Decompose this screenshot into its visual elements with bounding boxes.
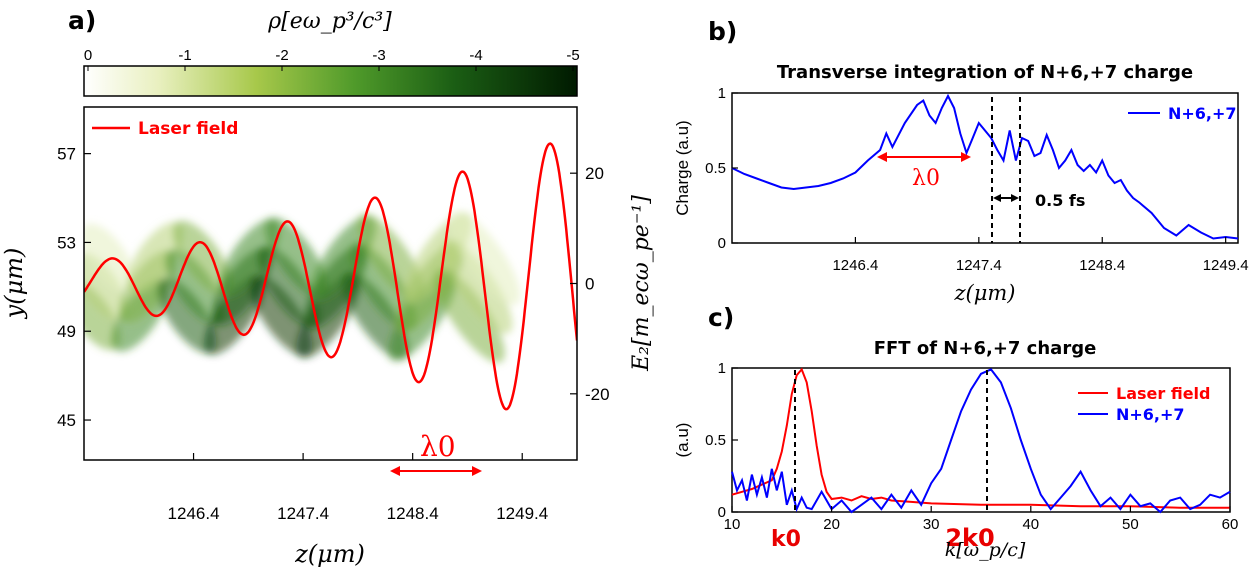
density-stripe bbox=[126, 222, 184, 294]
a-ytick-label: 45 bbox=[57, 411, 76, 430]
density-stripe bbox=[434, 268, 505, 363]
panel-b-axes: 1246.4 1247.4 1248.4 1249.4 0 0.5 1 bbox=[705, 85, 1248, 274]
colorbar-tick-label: -5 bbox=[566, 47, 579, 64]
laser-legend-label-c: Laser field bbox=[1116, 384, 1210, 403]
a-ytick-label: 57 bbox=[57, 145, 76, 164]
colorbar-tick-label: -2 bbox=[275, 47, 288, 64]
c-ytick-label: 0 bbox=[718, 504, 726, 521]
b-xtick-label: 1249.4 bbox=[1203, 257, 1249, 274]
density-stripe bbox=[441, 239, 513, 334]
lambda-arrow-a-right bbox=[472, 466, 482, 476]
c-xtick-label: 50 bbox=[1122, 516, 1139, 533]
colorbar-tick-label: 0 bbox=[84, 47, 92, 64]
laser-field-line bbox=[84, 142, 577, 411]
charge-legend-label-c: N+6,+7 bbox=[1116, 405, 1185, 424]
density-stripe bbox=[173, 220, 232, 296]
panel-c-ylabel: (a.u) bbox=[673, 423, 692, 458]
density-stripe bbox=[265, 217, 328, 299]
b-xtick-label: 1248.4 bbox=[1079, 257, 1125, 274]
lambda-label-b: λ0 bbox=[912, 166, 940, 191]
a-xtick-label: 1247.4 bbox=[277, 504, 329, 523]
c-xtick-label: 60 bbox=[1222, 516, 1239, 533]
a-xtick-label: 1249.4 bbox=[496, 504, 548, 523]
a-ytick-label: 49 bbox=[57, 322, 76, 341]
panel-c-xlabel: k[ω_p/c] bbox=[945, 539, 1026, 561]
lambda-arrow-a-left bbox=[390, 466, 400, 476]
charge-legend-label-b: N+6,+7 bbox=[1168, 104, 1237, 123]
panel-a-label: a) bbox=[68, 6, 96, 35]
fs-arrow-left bbox=[993, 194, 1001, 202]
panel-a-xlabel: z(μm) bbox=[294, 540, 365, 568]
density-stripe bbox=[84, 223, 136, 293]
b-charge-line bbox=[731, 93, 1239, 240]
density-stripe bbox=[249, 275, 313, 357]
k0-label: k0 bbox=[771, 527, 801, 552]
panel-b-ylabel: Charge (a.u) bbox=[673, 120, 692, 215]
b-ytick-label: 0.5 bbox=[705, 160, 726, 177]
colorbar-tick-label: -4 bbox=[469, 47, 482, 64]
c-ytick-label: 1 bbox=[718, 360, 726, 377]
b-ytick-label: 1 bbox=[718, 85, 726, 102]
a-xtick-label: 1246.4 bbox=[168, 504, 220, 523]
c-xtick-label: 30 bbox=[923, 516, 940, 533]
lambda-arrow-b-right bbox=[961, 152, 971, 162]
a-ytick-label: 53 bbox=[57, 233, 76, 252]
density-stripe bbox=[84, 281, 121, 351]
c-charge-line bbox=[731, 368, 1231, 514]
panel-c-label: c) bbox=[708, 303, 734, 332]
panel-a-ylabel-right: E₂[m_ecω_pe⁻¹] bbox=[629, 195, 654, 372]
a-xtick-label: 1248.4 bbox=[387, 504, 439, 523]
b-ytick-label: 0 bbox=[718, 235, 726, 252]
lambda-label-a: λ0 bbox=[420, 430, 456, 463]
panel-c-axes: 10 20 30 40 50 60 0 0.5 1 bbox=[705, 360, 1238, 533]
fs-arrow-right bbox=[1011, 194, 1019, 202]
b-xtick-label: 1246.4 bbox=[832, 257, 878, 274]
density-stripe bbox=[165, 249, 224, 325]
panel-a-axes: 1246.4 1247.4 1248.4 1249.4 45 49 53 57 20 0 -20 bbox=[57, 145, 610, 523]
panel-b-label: b) bbox=[708, 17, 737, 46]
b-xtick-label: 1247.4 bbox=[956, 257, 1002, 274]
colorbar-tick-label: -1 bbox=[178, 47, 191, 64]
panel-b-xlabel: z(μm) bbox=[953, 281, 1015, 305]
a-rtick-label: 0 bbox=[585, 275, 594, 294]
c-laser-line bbox=[731, 367, 1230, 509]
panel-b-frame bbox=[731, 92, 1239, 244]
laser-legend-label: Laser field bbox=[138, 119, 238, 139]
fs-label: 0.5 fs bbox=[1035, 191, 1085, 210]
density-stripe bbox=[219, 218, 280, 298]
panel-b-title: Transverse integration of N+6,+7 charge bbox=[777, 62, 1193, 83]
c-xtick-label: 20 bbox=[823, 516, 840, 533]
a-rtick-label: 20 bbox=[585, 164, 604, 183]
density-stripe bbox=[257, 246, 321, 328]
panel-b-plot bbox=[731, 93, 1239, 240]
a-rtick-label: -20 bbox=[585, 385, 610, 404]
panel-a-ylabel: y(μm) bbox=[0, 248, 28, 320]
c-xtick-label: 40 bbox=[1022, 516, 1039, 533]
c-xtick-label: 10 bbox=[724, 516, 741, 533]
panel-c-title: FFT of N+6,+7 charge bbox=[874, 338, 1097, 359]
colorbar-label: ρ[eω_p³/c³] bbox=[267, 9, 392, 34]
colorbar bbox=[83, 65, 578, 97]
colorbar-ticks: 0 -1 -2 -3 -4 -5 bbox=[84, 47, 580, 71]
lambda-arrow-b-left bbox=[877, 152, 887, 162]
density-stripe bbox=[84, 252, 128, 322]
c-ytick-label: 0.5 bbox=[705, 432, 726, 449]
colorbar-tick-label: -3 bbox=[372, 47, 385, 64]
density-stripe bbox=[449, 210, 521, 305]
2k0-label: 2k0 bbox=[945, 524, 994, 552]
panel-c-plot bbox=[731, 367, 1231, 514]
